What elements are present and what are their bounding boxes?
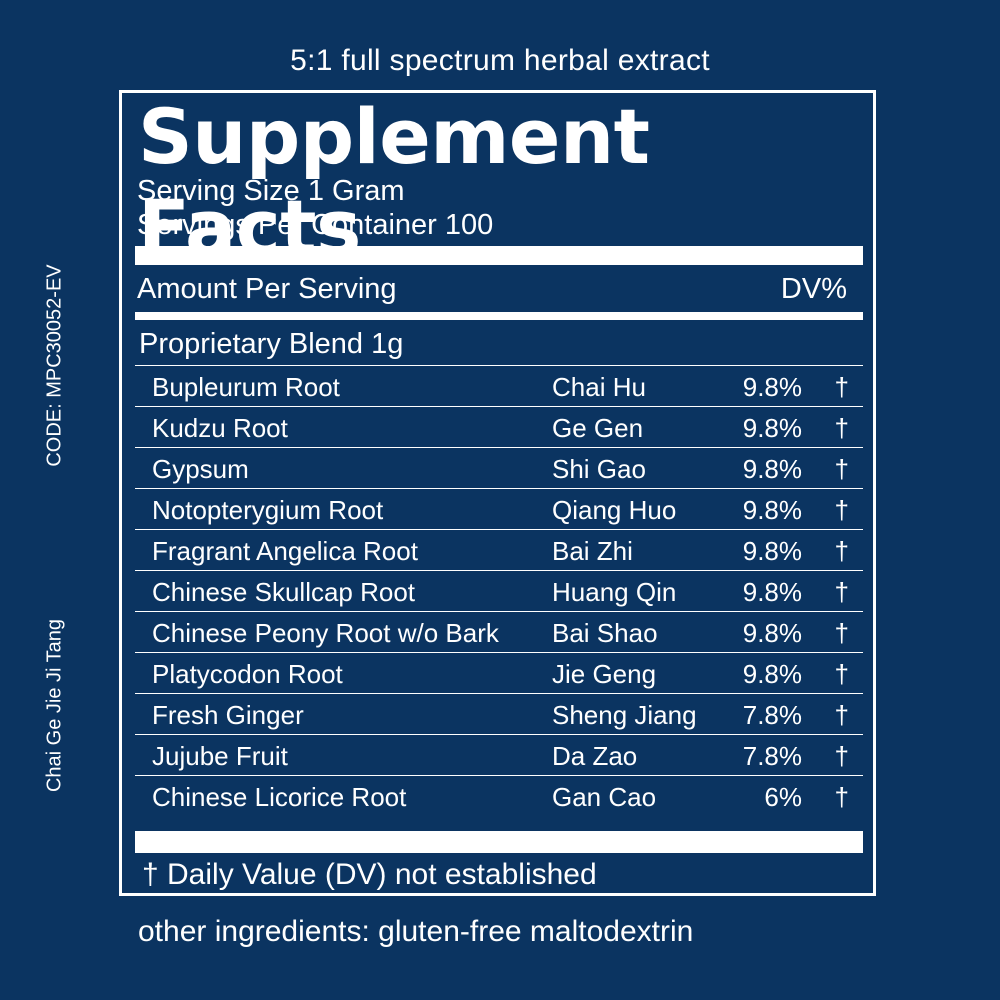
dagger-mark: †: [834, 700, 849, 730]
ingredient-percent: 9.8%: [742, 495, 802, 525]
ingredient-pinyin: Da Zao: [552, 741, 638, 771]
dagger-mark: †: [834, 782, 849, 812]
ingredient-row: Bupleurum Root Chai Hu 9.8% †: [135, 365, 863, 406]
supplement-facts-panel: Supplement Facts Serving Size 1 Gram Ser…: [119, 90, 876, 896]
dv-header: DV%: [780, 273, 847, 305]
ingredient-name: Chinese Skullcap Root: [152, 577, 416, 607]
ingredient-percent: 7.8%: [742, 700, 802, 730]
ingredient-name: Bupleurum Root: [152, 372, 340, 402]
ingredient-name: Fresh Ginger: [152, 700, 304, 730]
extract-caption: 5:1 full spectrum herbal extract: [290, 44, 710, 77]
ingredient-pinyin: Bai Zhi: [552, 536, 633, 566]
ingredient-pinyin: Ge Gen: [552, 413, 644, 443]
ingredient-pinyin: Chai Hu: [552, 372, 646, 402]
ingredient-row: Notopterygium Root Qiang Huo 9.8% †: [135, 488, 863, 529]
ingredient-name: Notopterygium Root: [152, 495, 384, 525]
ingredient-row: Platycodon Root Jie Geng 9.8% †: [135, 652, 863, 693]
dagger-mark: †: [834, 618, 849, 648]
divider-medium: [135, 312, 863, 320]
serving-size: Serving Size 1 Gram: [137, 175, 405, 207]
ingredient-row: Kudzu Root Ge Gen 9.8% †: [135, 406, 863, 447]
ingredient-percent: 9.8%: [742, 659, 802, 689]
dagger-mark: †: [834, 536, 849, 566]
dagger-mark: †: [834, 495, 849, 525]
other-ingredients: other ingredients: gluten-free maltodext…: [138, 915, 694, 948]
ingredient-pinyin: Qiang Huo: [552, 495, 677, 525]
ingredient-percent: 9.8%: [742, 413, 802, 443]
ingredient-name: Platycodon Root: [152, 659, 343, 689]
dagger-mark: †: [834, 659, 849, 689]
ingredient-pinyin: Jie Geng: [552, 659, 657, 689]
dagger-mark: †: [834, 577, 849, 607]
ingredient-percent: 9.8%: [742, 372, 802, 402]
formula-name: Chai Ge Jie Ji Tang: [43, 618, 66, 793]
product-code: CODE: MPC30052-EV: [43, 264, 66, 467]
ingredient-name: Chinese Licorice Root: [152, 782, 407, 812]
ingredient-name: Kudzu Root: [152, 413, 288, 443]
ingredient-pinyin: Sheng Jiang: [552, 700, 697, 730]
ingredient-row: Fragrant Angelica Root Bai Zhi 9.8% †: [135, 529, 863, 570]
ingredient-pinyin: Shi Gao: [552, 454, 646, 484]
ingredient-percent: 9.8%: [742, 618, 802, 648]
ingredient-pinyin: Huang Qin: [552, 577, 677, 607]
ingredient-name: Fragrant Angelica Root: [152, 536, 418, 566]
ingredient-name: Gypsum: [152, 454, 249, 484]
ingredient-pinyin: Gan Cao: [552, 782, 657, 812]
amount-per-serving-label: Amount Per Serving: [137, 273, 397, 305]
dagger-mark: †: [834, 454, 849, 484]
dv-footnote: † Daily Value (DV) not established: [142, 858, 597, 891]
ingredient-name: Jujube Fruit: [152, 741, 288, 771]
ingredient-row: Chinese Licorice Root Gan Cao 6% †: [135, 775, 863, 816]
ingredient-row: Jujube Fruit Da Zao 7.8% †: [135, 734, 863, 775]
ingredient-percent: 9.8%: [742, 536, 802, 566]
ingredient-name: Chinese Peony Root w/o Bark: [152, 618, 499, 648]
servings-per-container: Servings Per Container 100: [137, 209, 494, 241]
ingredient-percent: 9.8%: [742, 454, 802, 484]
ingredient-row: Gypsum Shi Gao 9.8% †: [135, 447, 863, 488]
dagger-mark: †: [834, 413, 849, 443]
ingredient-row: Chinese Peony Root w/o Bark Bai Shao 9.8% †: [135, 611, 863, 652]
panel-title: Supplement Facts: [138, 92, 650, 273]
ingredient-pinyin: Bai Shao: [552, 618, 658, 648]
dagger-mark: †: [834, 741, 849, 771]
ingredient-percent: 7.8%: [742, 741, 802, 771]
divider-thick-bottom: [135, 831, 863, 853]
ingredient-percent: 9.8%: [742, 577, 802, 607]
ingredient-list: Bupleurum Root Chai Hu 9.8% † Kudzu Root Ge G…: [135, 365, 863, 816]
ingredient-row: Fresh Ginger Sheng Jiang 7.8% †: [135, 693, 863, 734]
ingredient-row: Chinese Skullcap Root Huang Qin 9.8% †: [135, 570, 863, 611]
divider-thick: [135, 246, 863, 265]
proprietary-blend-label: Proprietary Blend 1g: [139, 328, 404, 360]
ingredient-percent: 6%: [764, 782, 802, 812]
dagger-mark: †: [834, 372, 849, 402]
